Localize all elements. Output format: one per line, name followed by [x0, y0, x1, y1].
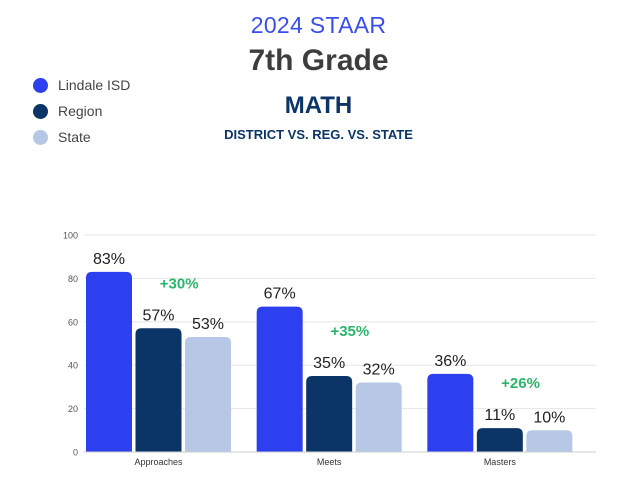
data-label: 10% — [533, 409, 565, 426]
title-subject: MATH — [284, 92, 353, 119]
data-label: 36% — [434, 353, 466, 370]
title-grade: 7th Grade — [248, 44, 389, 77]
y-tick-label: 20 — [68, 404, 78, 414]
x-tick-label: Approaches — [134, 457, 183, 467]
bar-state-masters — [526, 430, 573, 452]
bar-lindale-isd-meets — [256, 306, 303, 452]
y-tick-label: 60 — [68, 317, 78, 327]
legend-label-state: State — [58, 129, 91, 145]
legend-swatch-region — [33, 103, 48, 119]
data-label: 53% — [192, 316, 224, 333]
bar-state-meets — [355, 382, 402, 452]
y-tick-label: 80 — [68, 274, 78, 284]
bar-region-meets — [306, 376, 353, 452]
legend-label-region: Region — [58, 103, 103, 119]
data-label: 67% — [264, 286, 296, 303]
data-label: 32% — [363, 362, 395, 379]
y-tick-label: 40 — [68, 361, 78, 371]
legend-swatch-state — [33, 129, 48, 145]
bar-state-approaches — [185, 336, 231, 452]
difference-annotation: +30% — [160, 275, 199, 292]
y-tick-label: 0 — [73, 448, 78, 458]
legend-item-state: State — [33, 128, 130, 146]
legend: Lindale ISD Region State — [33, 76, 130, 154]
x-tick-label: Meets — [317, 457, 342, 467]
data-label: 35% — [313, 355, 345, 372]
bar-lindale-isd-approaches — [86, 271, 132, 452]
data-label: 11% — [484, 407, 515, 424]
data-label: 83% — [93, 251, 125, 268]
difference-annotation: +35% — [330, 323, 369, 340]
y-tick-label: 100 — [63, 231, 78, 241]
bar-lindale-isd-masters — [427, 373, 474, 452]
legend-swatch-lindale — [33, 77, 48, 93]
data-label: 57% — [142, 307, 174, 324]
legend-item-lindale: Lindale ISD — [33, 76, 130, 94]
x-tick-label: Masters — [484, 457, 517, 467]
subtitle-comparison: DISTRICT VS. REG. VS. STATE — [224, 127, 413, 142]
title-year: 2024 STAAR — [250, 12, 387, 38]
legend-label-lindale: Lindale ISD — [58, 77, 131, 93]
legend-item-region: Region — [33, 102, 130, 120]
difference-annotation: +26% — [501, 375, 540, 392]
bar-region-approaches — [135, 328, 182, 452]
bar-region-masters — [476, 428, 523, 452]
